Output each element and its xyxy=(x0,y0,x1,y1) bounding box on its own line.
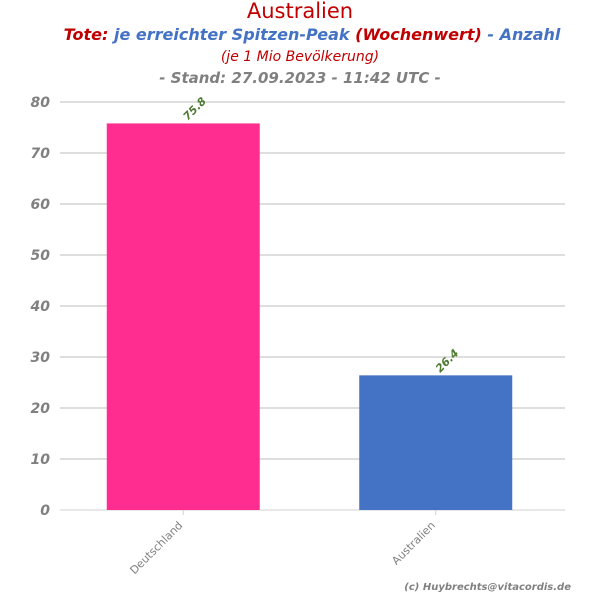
x-tick-label-deutschland: Deutschland xyxy=(127,519,185,577)
y-tick-label-40: 40 xyxy=(30,299,51,315)
bar-deutschland xyxy=(106,123,260,511)
chart-subtitle-line1: Tote: je erreichter Spitzen-Peak (Wochen… xyxy=(64,25,561,44)
y-tick-label-20: 20 xyxy=(31,401,51,417)
y-axis: 0 10 20 30 40 50 60 70 80 xyxy=(30,95,51,519)
bar-australien xyxy=(359,375,513,510)
y-tick-label-80: 80 xyxy=(31,95,51,111)
y-tick-label-70: 70 xyxy=(31,146,51,162)
credit-text: (c) Huybrechts@vitacordis.de xyxy=(404,582,571,593)
x-axis: Deutschland Australien xyxy=(127,510,438,577)
y-tick-label-50: 50 xyxy=(31,248,51,264)
subtitle-part-3: (Wochenwert) xyxy=(355,25,482,44)
y-tick-label-0: 0 xyxy=(40,503,50,519)
bars xyxy=(106,123,513,511)
y-tick-label-10: 10 xyxy=(31,452,51,468)
subtitle-part-4: - Anzahl xyxy=(487,25,560,44)
chart-subtitle-line2: (je 1 Mio Bevölkerung) xyxy=(221,49,379,65)
chart-subtitle-line3: - Stand: 27.09.2023 - 11:42 UTC - xyxy=(159,69,441,87)
x-tick-label-australien: Australien xyxy=(389,519,438,568)
subtitle-part-1: Tote: xyxy=(64,25,109,44)
data-label-deutschland: 75.8 xyxy=(181,95,210,124)
chart-title: Australien xyxy=(247,0,353,23)
y-tick-label-60: 60 xyxy=(31,197,51,213)
subtitle-part-2: je erreichter Spitzen-Peak xyxy=(111,25,351,44)
y-tick-label-30: 30 xyxy=(31,350,51,366)
data-label-australien: 26.4 xyxy=(433,347,461,375)
